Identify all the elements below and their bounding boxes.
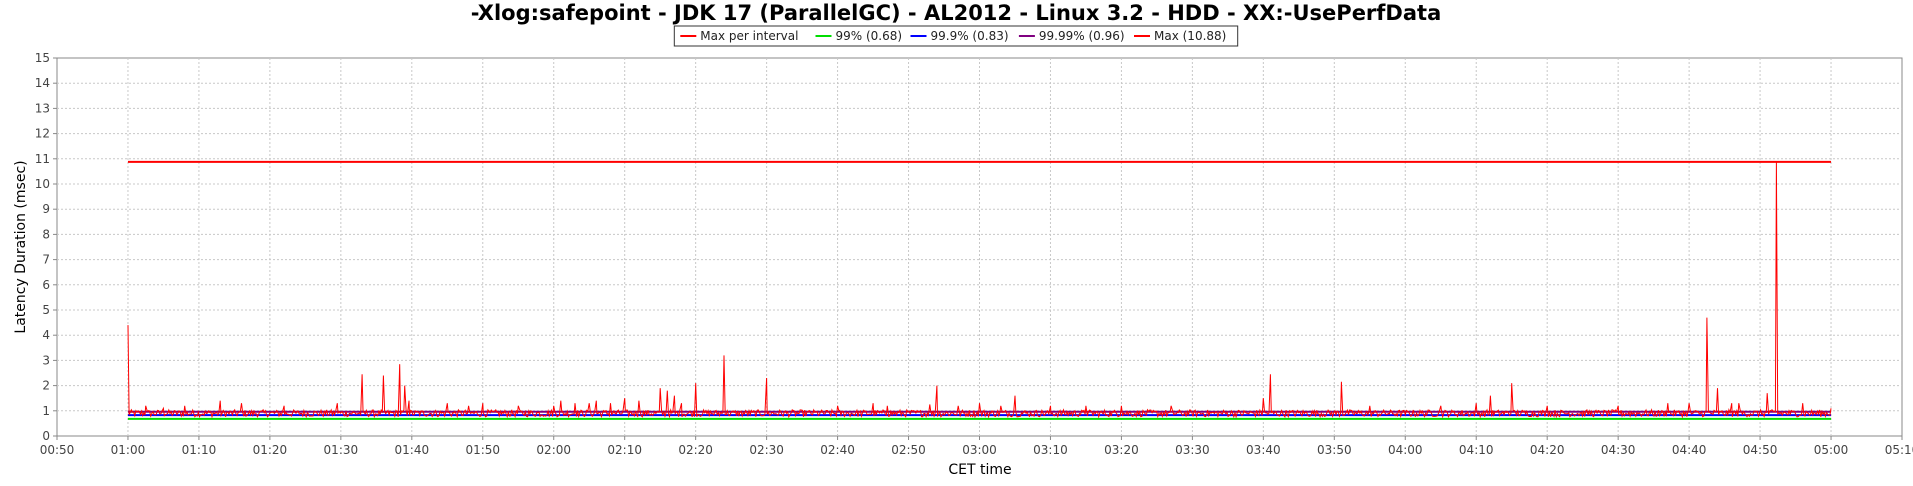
x-tick-label: 03:00 bbox=[962, 443, 997, 457]
y-tick-label: 8 bbox=[42, 227, 50, 241]
x-tick-label: 05:10 bbox=[1885, 443, 1913, 457]
x-tick-label: 03:50 bbox=[1317, 443, 1352, 457]
y-tick-label: 1 bbox=[42, 404, 50, 418]
y-tick-label: 14 bbox=[35, 76, 50, 90]
x-tick-label: 03:40 bbox=[1246, 443, 1281, 457]
y-tick-label: 4 bbox=[42, 328, 50, 342]
y-tick-label: 11 bbox=[35, 152, 50, 166]
x-tick-label: 03:10 bbox=[1033, 443, 1068, 457]
x-tick-label: 01:40 bbox=[395, 443, 430, 457]
x-tick-label: 02:20 bbox=[678, 443, 713, 457]
chart-legend: Max per interval 99% (0.68) 99.9% (0.83) 99… bbox=[673, 25, 1239, 47]
x-tick-label: 01:50 bbox=[465, 443, 500, 457]
x-tick-label: 01:20 bbox=[253, 443, 288, 457]
legend-box bbox=[673, 25, 1239, 47]
x-tick-label: 03:20 bbox=[1104, 443, 1139, 457]
y-tick-label: 0 bbox=[42, 429, 50, 443]
x-tick-label: 02:50 bbox=[891, 443, 926, 457]
x-axis-ticks: 00:50 01:00 01:10 01:20 01:30 01:40 01:50 02:00… bbox=[40, 436, 1913, 457]
x-tick-label: 04:50 bbox=[1743, 443, 1778, 457]
x-tick-label: 04:20 bbox=[1530, 443, 1565, 457]
legend-label-0: Max per interval bbox=[700, 29, 798, 43]
legend-label-4: Max (10.88) bbox=[1154, 29, 1226, 43]
x-tick-label: 05:00 bbox=[1814, 443, 1849, 457]
legend-label-2: 99.9% (0.83) bbox=[931, 29, 1009, 43]
y-tick-label: 15 bbox=[35, 51, 50, 65]
x-tick-label: 02:00 bbox=[536, 443, 571, 457]
x-tick-label: 01:00 bbox=[111, 443, 146, 457]
y-tick-label: 12 bbox=[35, 127, 50, 141]
x-tick-label: 04:40 bbox=[1672, 443, 1707, 457]
x-tick-label: 04:00 bbox=[1388, 443, 1423, 457]
x-tick-label: 02:10 bbox=[607, 443, 642, 457]
x-axis-label: CET time bbox=[948, 462, 1011, 478]
y-tick-label: 6 bbox=[42, 278, 50, 292]
x-tick-label: 00:50 bbox=[40, 443, 75, 457]
legend-label-3: 99.99% (0.96) bbox=[1039, 29, 1125, 43]
y-tick-label: 3 bbox=[42, 353, 50, 367]
x-tick-label: 04:30 bbox=[1601, 443, 1636, 457]
grid-lines bbox=[57, 58, 1902, 436]
series-line-0 bbox=[127, 161, 1832, 419]
y-tick-label: 9 bbox=[42, 202, 50, 216]
x-tick-label: 03:30 bbox=[1175, 443, 1210, 457]
x-tick-label: 04:10 bbox=[1459, 443, 1494, 457]
legend-label-1: 99% (0.68) bbox=[836, 29, 903, 43]
y-tick-label: 5 bbox=[42, 303, 50, 317]
x-tick-label: 01:10 bbox=[182, 443, 217, 457]
y-tick-label: 7 bbox=[42, 253, 50, 267]
y-tick-label: 13 bbox=[35, 101, 50, 115]
x-tick-label: 02:30 bbox=[749, 443, 784, 457]
y-axis-label: Latency Duration (msec) bbox=[13, 160, 29, 333]
chart-title: -Xlog:safepoint - JDK 17 (ParallelGC) - … bbox=[471, 1, 1442, 25]
x-tick-label: 02:40 bbox=[820, 443, 855, 457]
x-tick-label: 01:30 bbox=[324, 443, 359, 457]
y-tick-label: 10 bbox=[35, 177, 50, 191]
series-lines bbox=[127, 160, 1832, 420]
y-tick-label: 2 bbox=[42, 379, 50, 393]
